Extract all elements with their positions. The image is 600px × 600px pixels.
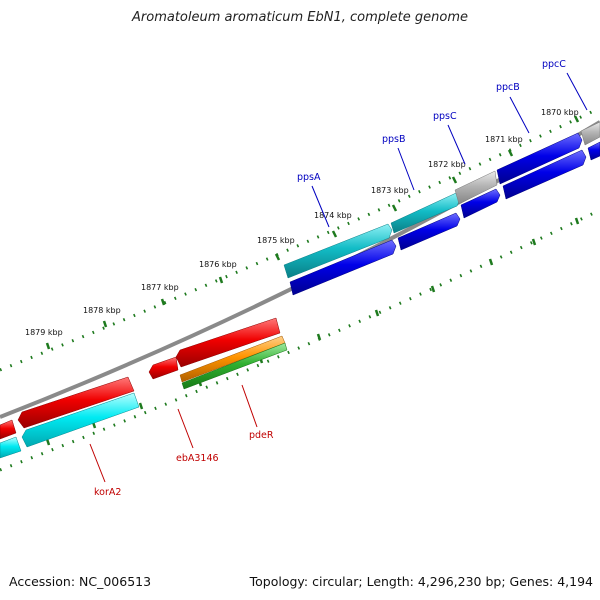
gene-label-ppsA[interactable]: ppsA (297, 172, 321, 183)
gene-labels: ppcC ppcB ppsC ppsB ppsA pdeR ebA3146 ko… (94, 59, 566, 498)
gene-blue-track-3[interactable] (460, 188, 501, 219)
kbp-label: 1879 kbp (25, 328, 63, 337)
gene-label-ebA3146[interactable]: ebA3146 (176, 453, 219, 464)
reverse-strand-genes (0, 317, 288, 459)
gene-label-korA2[interactable]: korA2 (94, 487, 121, 498)
kbp-label: 1870 kbp (541, 108, 579, 117)
gene-label-ppcB[interactable]: ppcB (496, 82, 520, 93)
kbp-label: 1871 kbp (485, 135, 523, 144)
gene-ppsA[interactable] (283, 223, 393, 279)
gene-label-ppsB[interactable]: ppsB (382, 134, 406, 145)
gene-red-left[interactable] (17, 376, 135, 429)
kbp-label: 1873 kbp (371, 186, 409, 195)
kbp-label: 1875 kbp (257, 236, 295, 245)
kbp-label: 1872 kbp (428, 160, 466, 169)
gene-ppsC[interactable] (454, 170, 498, 205)
gene-blue-track-4[interactable] (502, 149, 587, 200)
gene-red-edge[interactable] (0, 419, 17, 440)
gene-pdeR[interactable] (175, 317, 281, 368)
label-leader-lines (89, 72, 588, 483)
accession-text: Accession: NC_006513 (9, 574, 152, 589)
gene-label-ppsC[interactable]: ppsC (433, 111, 457, 122)
gene-green[interactable] (181, 342, 288, 390)
gene-label-ppcC[interactable]: ppcC (542, 59, 566, 70)
gene-lightcyan-edge[interactable] (0, 436, 22, 459)
outer-major-ticks (45, 115, 580, 350)
gene-blue-track-5[interactable] (587, 141, 600, 161)
gene-blue-track-2[interactable] (397, 212, 461, 251)
forward-strand-genes (283, 121, 600, 296)
map-title: Aromatoleum aromaticum EbN1, complete ge… (132, 10, 468, 25)
gene-label-pdeR[interactable]: pdeR (249, 430, 274, 441)
gene-blue-track-1[interactable] (289, 239, 397, 296)
kbp-labels: 1870 kbp 1871 kbp 1872 kbp 1873 kbp 1874… (25, 108, 579, 337)
gene-ppcC[interactable] (580, 121, 600, 146)
kbp-label: 1878 kbp (83, 306, 121, 315)
kbp-label: 1874 kbp (314, 211, 352, 220)
kbp-label: 1877 kbp (141, 283, 179, 292)
gene-korA2[interactable] (21, 392, 140, 448)
gene-ppcB[interactable] (496, 132, 583, 185)
kbp-label: 1876 kbp (199, 260, 237, 269)
inner-tick-ring (0, 208, 600, 472)
topology-summary: Topology: circular; Length: 4,296,230 bp… (249, 574, 593, 589)
gene-ebA3146[interactable] (148, 356, 179, 380)
outer-tick-ring (0, 106, 600, 372)
